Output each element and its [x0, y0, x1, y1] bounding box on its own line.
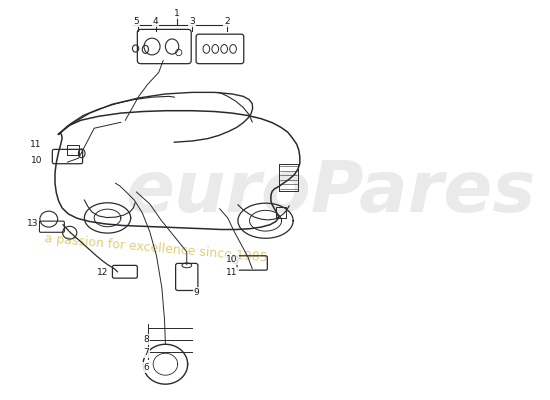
Text: 10: 10 [227, 255, 238, 264]
Text: a passion for excellence since 1985: a passion for excellence since 1985 [45, 232, 268, 264]
Text: 9: 9 [194, 288, 200, 297]
Text: 10: 10 [31, 156, 42, 166]
Text: 8: 8 [144, 335, 149, 344]
Text: 11: 11 [227, 268, 238, 277]
Text: 3: 3 [189, 17, 195, 26]
Text: 7: 7 [144, 348, 149, 357]
Text: 6: 6 [144, 363, 149, 372]
Text: 12: 12 [96, 268, 108, 277]
Text: 13: 13 [27, 220, 38, 228]
Text: 2: 2 [224, 17, 230, 26]
Text: 1: 1 [174, 9, 179, 18]
Text: 11: 11 [30, 140, 41, 149]
Text: 5: 5 [134, 17, 139, 26]
Text: euroPares: euroPares [125, 158, 536, 226]
Text: 4: 4 [153, 17, 158, 26]
